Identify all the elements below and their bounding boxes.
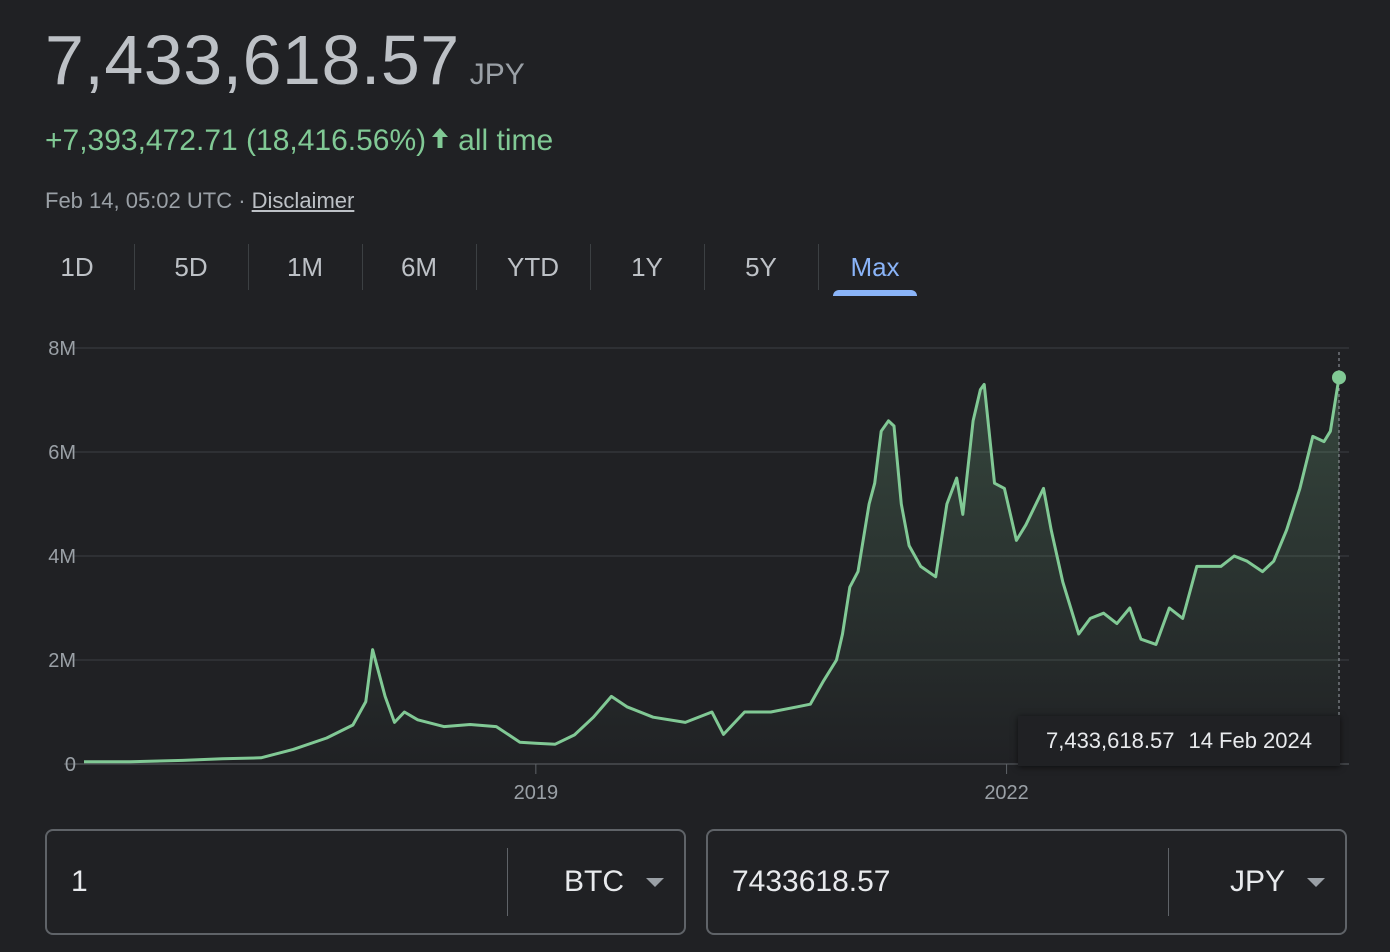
x-tick-label: 2019 <box>514 782 559 804</box>
x-tick-label: 2022 <box>984 782 1029 804</box>
price-header: 7,433,618.57 JPY <box>45 20 525 100</box>
converter-divider <box>507 848 508 916</box>
price-change: +7,393,472.71 (18,416.56%) all time <box>45 124 553 158</box>
from-currency-select[interactable]: BTC <box>508 831 684 933</box>
tab-ytd[interactable]: YTD <box>476 244 590 290</box>
y-tick-label: 6M <box>48 442 76 464</box>
change-value: +7,393,472.71 (18,416.56%) <box>45 124 427 157</box>
price-chart[interactable]: 8M 6M 4M 2M 0 2019 2022 <box>0 330 1390 810</box>
y-tick-label: 4M <box>48 546 76 568</box>
converter-from: BTC <box>45 829 686 935</box>
last-price-point <box>1332 370 1346 385</box>
y-tick-label: 0 <box>65 754 76 776</box>
to-amount-input[interactable] <box>708 830 1168 934</box>
y-axis: 8M 6M 4M 2M 0 <box>48 338 76 776</box>
range-tabs: 1D 5D 1M 6M YTD 1Y 5Y Max <box>20 244 932 296</box>
tab-1d[interactable]: 1D <box>60 251 94 282</box>
chevron-down-icon <box>1307 877 1325 887</box>
to-currency-select[interactable]: JPY <box>1169 831 1345 933</box>
price-currency: JPY <box>469 58 525 91</box>
tab-max[interactable]: Max <box>818 244 932 296</box>
x-axis: 2019 2022 <box>514 764 1029 804</box>
price-series-line <box>84 377 1341 764</box>
price-area-fill <box>84 377 1339 764</box>
converter-to: JPY <box>706 829 1347 935</box>
current-price: 7,433,618.57 <box>45 21 460 99</box>
tooltip-value: 7,433,618.57 <box>1045 728 1175 753</box>
tab-6m[interactable]: 6M <box>362 244 476 290</box>
tab-1y[interactable]: 1Y <box>590 244 704 290</box>
tab-5d[interactable]: 5D <box>134 244 248 290</box>
change-period: all time <box>458 124 554 157</box>
timestamp: Feb 14, 05:02 UTC · <box>45 188 252 213</box>
tab-1m[interactable]: 1M <box>248 244 362 290</box>
from-currency-label: BTC <box>564 865 624 898</box>
tab-5y[interactable]: 5Y <box>704 244 818 290</box>
from-amount-input[interactable] <box>47 830 507 934</box>
arrow-up-icon <box>430 124 450 158</box>
chevron-down-icon <box>646 877 664 887</box>
y-tick-label: 2M <box>48 650 76 672</box>
tooltip-date: 14 Feb 2024 <box>1188 728 1312 753</box>
disclaimer-link[interactable]: Disclaimer <box>251 188 355 213</box>
converter-divider <box>1168 848 1169 916</box>
y-tick-label: 8M <box>48 338 76 360</box>
to-currency-label: JPY <box>1229 865 1285 898</box>
chart-tooltip: 7,433,618.57 14 Feb 2024 <box>1018 716 1340 766</box>
timestamp-row: Feb 14, 05:02 UTC · Disclaimer <box>45 188 354 214</box>
